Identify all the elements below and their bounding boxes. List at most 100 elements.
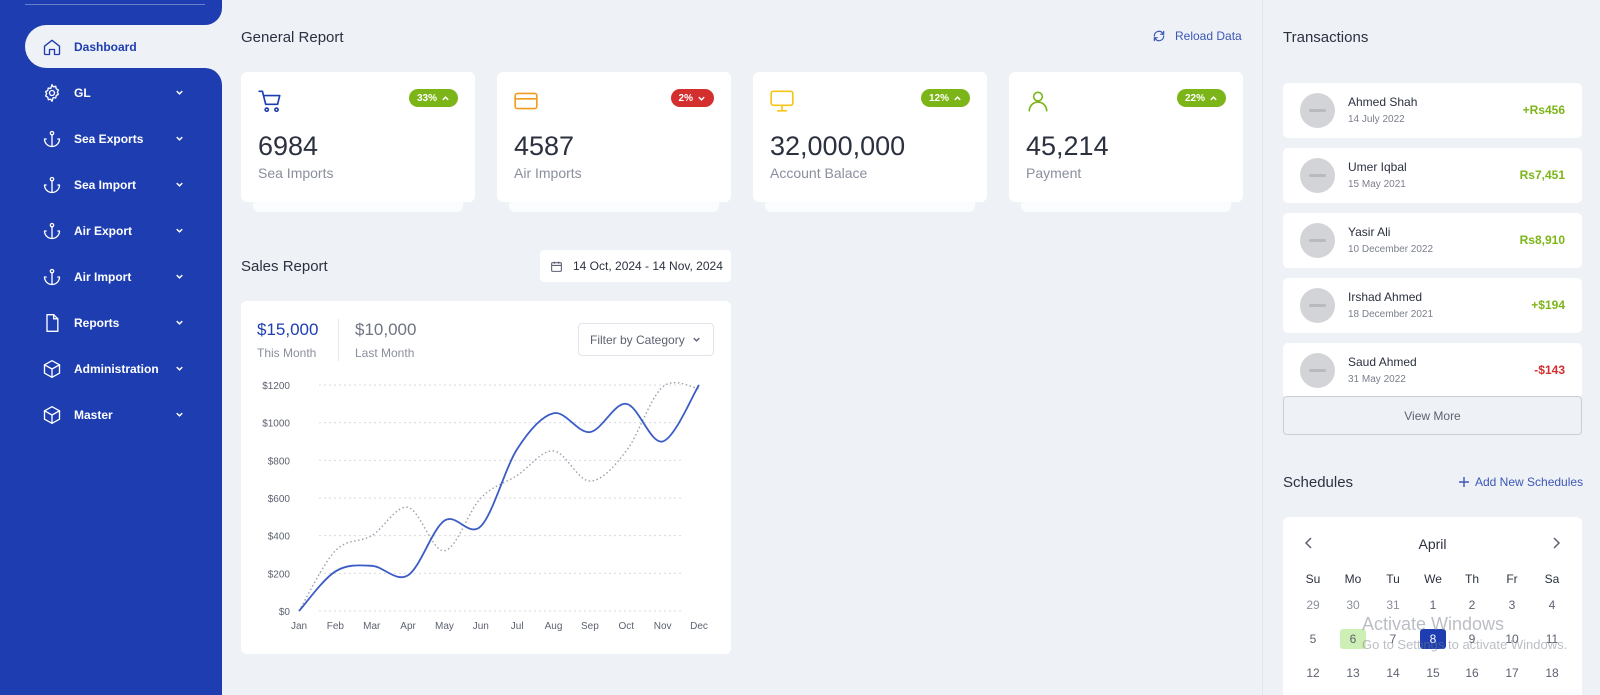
general-report-title: General Report: [241, 29, 344, 46]
transaction-item[interactable]: Saud Ahmed 31 May 2022 -$143: [1283, 343, 1582, 398]
transaction-date: 31 May 2022: [1348, 374, 1406, 385]
last-month-label: Last Month: [355, 346, 415, 360]
x-tick-label: Feb: [327, 621, 345, 632]
sidebar-item-label: Administration: [74, 361, 159, 376]
calendar-day[interactable]: 29: [1306, 598, 1320, 612]
stat-card-payment[interactable]: 22% 45,214 Payment: [1009, 72, 1243, 202]
stat-card-account-balace[interactable]: 12% 32,000,000 Account Balace: [753, 72, 987, 202]
transaction-amount: -$143: [1534, 363, 1565, 377]
transaction-item[interactable]: Umer Iqbal 15 May 2021 Rs7,451: [1283, 148, 1582, 203]
cart-icon: [258, 90, 281, 113]
calendar-day[interactable]: 9: [1468, 632, 1476, 646]
calendar-day[interactable]: 2: [1468, 598, 1476, 612]
anchor-icon-wrap: [41, 128, 63, 150]
chevron-down-icon: [174, 133, 186, 145]
y-tick-label: $1000: [262, 419, 290, 430]
calendar-day[interactable]: 18: [1545, 666, 1559, 680]
calendar-day[interactable]: 17: [1505, 666, 1519, 680]
transaction-item[interactable]: Yasir Ali 10 December 2022 Rs8,910: [1283, 213, 1582, 268]
anchor-icon: [43, 130, 61, 147]
chevron-down-icon: [693, 337, 700, 342]
calendar-day[interactable]: 6: [1340, 629, 1366, 649]
view-more-button[interactable]: View More: [1283, 396, 1582, 435]
sidebar-item-administration[interactable]: Administration: [25, 347, 222, 390]
user-icon: [1028, 91, 1048, 112]
sidebar-item-sea-exports[interactable]: Sea Exports: [25, 117, 222, 160]
calendar-day[interactable]: 10: [1505, 632, 1519, 646]
anchor-icon-wrap: [41, 174, 63, 196]
calendar-day[interactable]: 4: [1548, 598, 1556, 612]
calendar-day[interactable]: 11: [1545, 632, 1559, 646]
sidebar: Dashboard GL Sea Exports Sea Import Air Expo…: [0, 0, 222, 695]
sidebar-item-air-import[interactable]: Air Import: [25, 255, 222, 298]
sidebar-item-gl[interactable]: GL: [25, 71, 222, 114]
add-new-schedule-label: Add New Schedules: [1475, 475, 1584, 489]
home-icon: [43, 39, 61, 55]
sidebar-item-reports[interactable]: Reports: [25, 301, 222, 344]
sidebar-item-dashboard[interactable]: Dashboard: [25, 25, 222, 68]
calendar-day[interactable]: 3: [1508, 598, 1516, 612]
x-tick-label: Sep: [581, 621, 599, 632]
trend-percent: 2%: [678, 92, 693, 104]
calendar-icon: [551, 261, 562, 272]
schedules-title: Schedules: [1283, 474, 1354, 491]
transaction-name: Irshad Ahmed: [1348, 290, 1423, 304]
weekday-label: Su: [1305, 572, 1321, 586]
calendar-day[interactable]: 7: [1389, 632, 1397, 646]
weekday-label: Fr: [1506, 572, 1518, 586]
y-tick-label: $600: [268, 494, 291, 505]
calendar-day[interactable]: 5: [1309, 632, 1317, 646]
calendar-day[interactable]: 14: [1386, 666, 1400, 680]
calendar-day[interactable]: 16: [1465, 666, 1479, 680]
transaction-date: 15 May 2021: [1348, 179, 1406, 190]
anchor-icon: [43, 222, 61, 239]
y-tick-label: $0: [279, 607, 291, 618]
calendar-day[interactable]: 31: [1386, 598, 1400, 612]
stat-card-air-imports[interactable]: 2% 4587 Air Imports: [497, 72, 731, 202]
calendar-day[interactable]: 8: [1420, 629, 1446, 649]
anchor-icon: [43, 176, 61, 193]
trend-percent: 12%: [928, 92, 949, 104]
date-range-picker[interactable]: 14 Oct, 2024 - 14 Nov, 2024: [540, 250, 731, 282]
transaction-name: Umer Iqbal: [1348, 160, 1407, 174]
chevron-up-icon: [1210, 95, 1217, 100]
sidebar-item-label: Dashboard: [74, 39, 137, 54]
y-tick-label: $800: [268, 456, 291, 467]
calendar-next-button[interactable]: [1548, 535, 1564, 551]
transactions-title: Transactions: [1283, 29, 1369, 46]
x-tick-label: Apr: [400, 621, 416, 632]
chevron-down-icon: [698, 96, 705, 101]
chevron-down-icon: [174, 271, 186, 283]
sidebar-corner: [205, 68, 222, 85]
credit-card-icon: [514, 92, 538, 110]
stat-card-sea-imports[interactable]: 33% 6984 Sea Imports: [241, 72, 475, 202]
calendar-day[interactable]: 1: [1429, 598, 1437, 612]
gear-icon: [44, 83, 60, 102]
add-new-schedule-button[interactable]: Add New Schedules: [1459, 475, 1583, 489]
chevron-down-icon: [174, 363, 186, 375]
trend-percent: 22%: [1184, 92, 1205, 104]
box-icon: [43, 359, 61, 378]
transaction-amount: +Rs456: [1522, 103, 1565, 117]
chevron-right-icon: [1553, 537, 1561, 549]
calendar-day[interactable]: 30: [1346, 598, 1360, 612]
transaction-date: 14 July 2022: [1348, 114, 1405, 125]
chevron-down-icon: [174, 87, 186, 99]
transaction-item[interactable]: Ahmed Shah 14 July 2022 +Rs456: [1283, 83, 1582, 138]
sidebar-item-master[interactable]: Master: [25, 393, 222, 436]
calendar-prev-button[interactable]: [1301, 535, 1317, 551]
transaction-item[interactable]: Irshad Ahmed 18 December 2021 +$194: [1283, 278, 1582, 333]
reload-data-button[interactable]: Reload Data: [1152, 29, 1242, 43]
chevron-up-icon: [442, 95, 449, 100]
sidebar-item-label: Air Export: [74, 223, 133, 238]
calendar-day[interactable]: 15: [1426, 666, 1440, 680]
sidebar-item-air-export[interactable]: Air Export: [25, 209, 222, 252]
filter-by-category-dropdown[interactable]: Filter by Category: [578, 323, 714, 356]
monitor-icon-wrap: [769, 88, 795, 114]
calendar-day[interactable]: 12: [1306, 666, 1320, 680]
stat-divider: [338, 319, 339, 361]
sidebar-item-sea-import[interactable]: Sea Import: [25, 163, 222, 206]
calendar-day[interactable]: 13: [1346, 666, 1360, 680]
transaction-date: 10 December 2022: [1348, 244, 1434, 255]
plus-icon: [1459, 477, 1469, 487]
